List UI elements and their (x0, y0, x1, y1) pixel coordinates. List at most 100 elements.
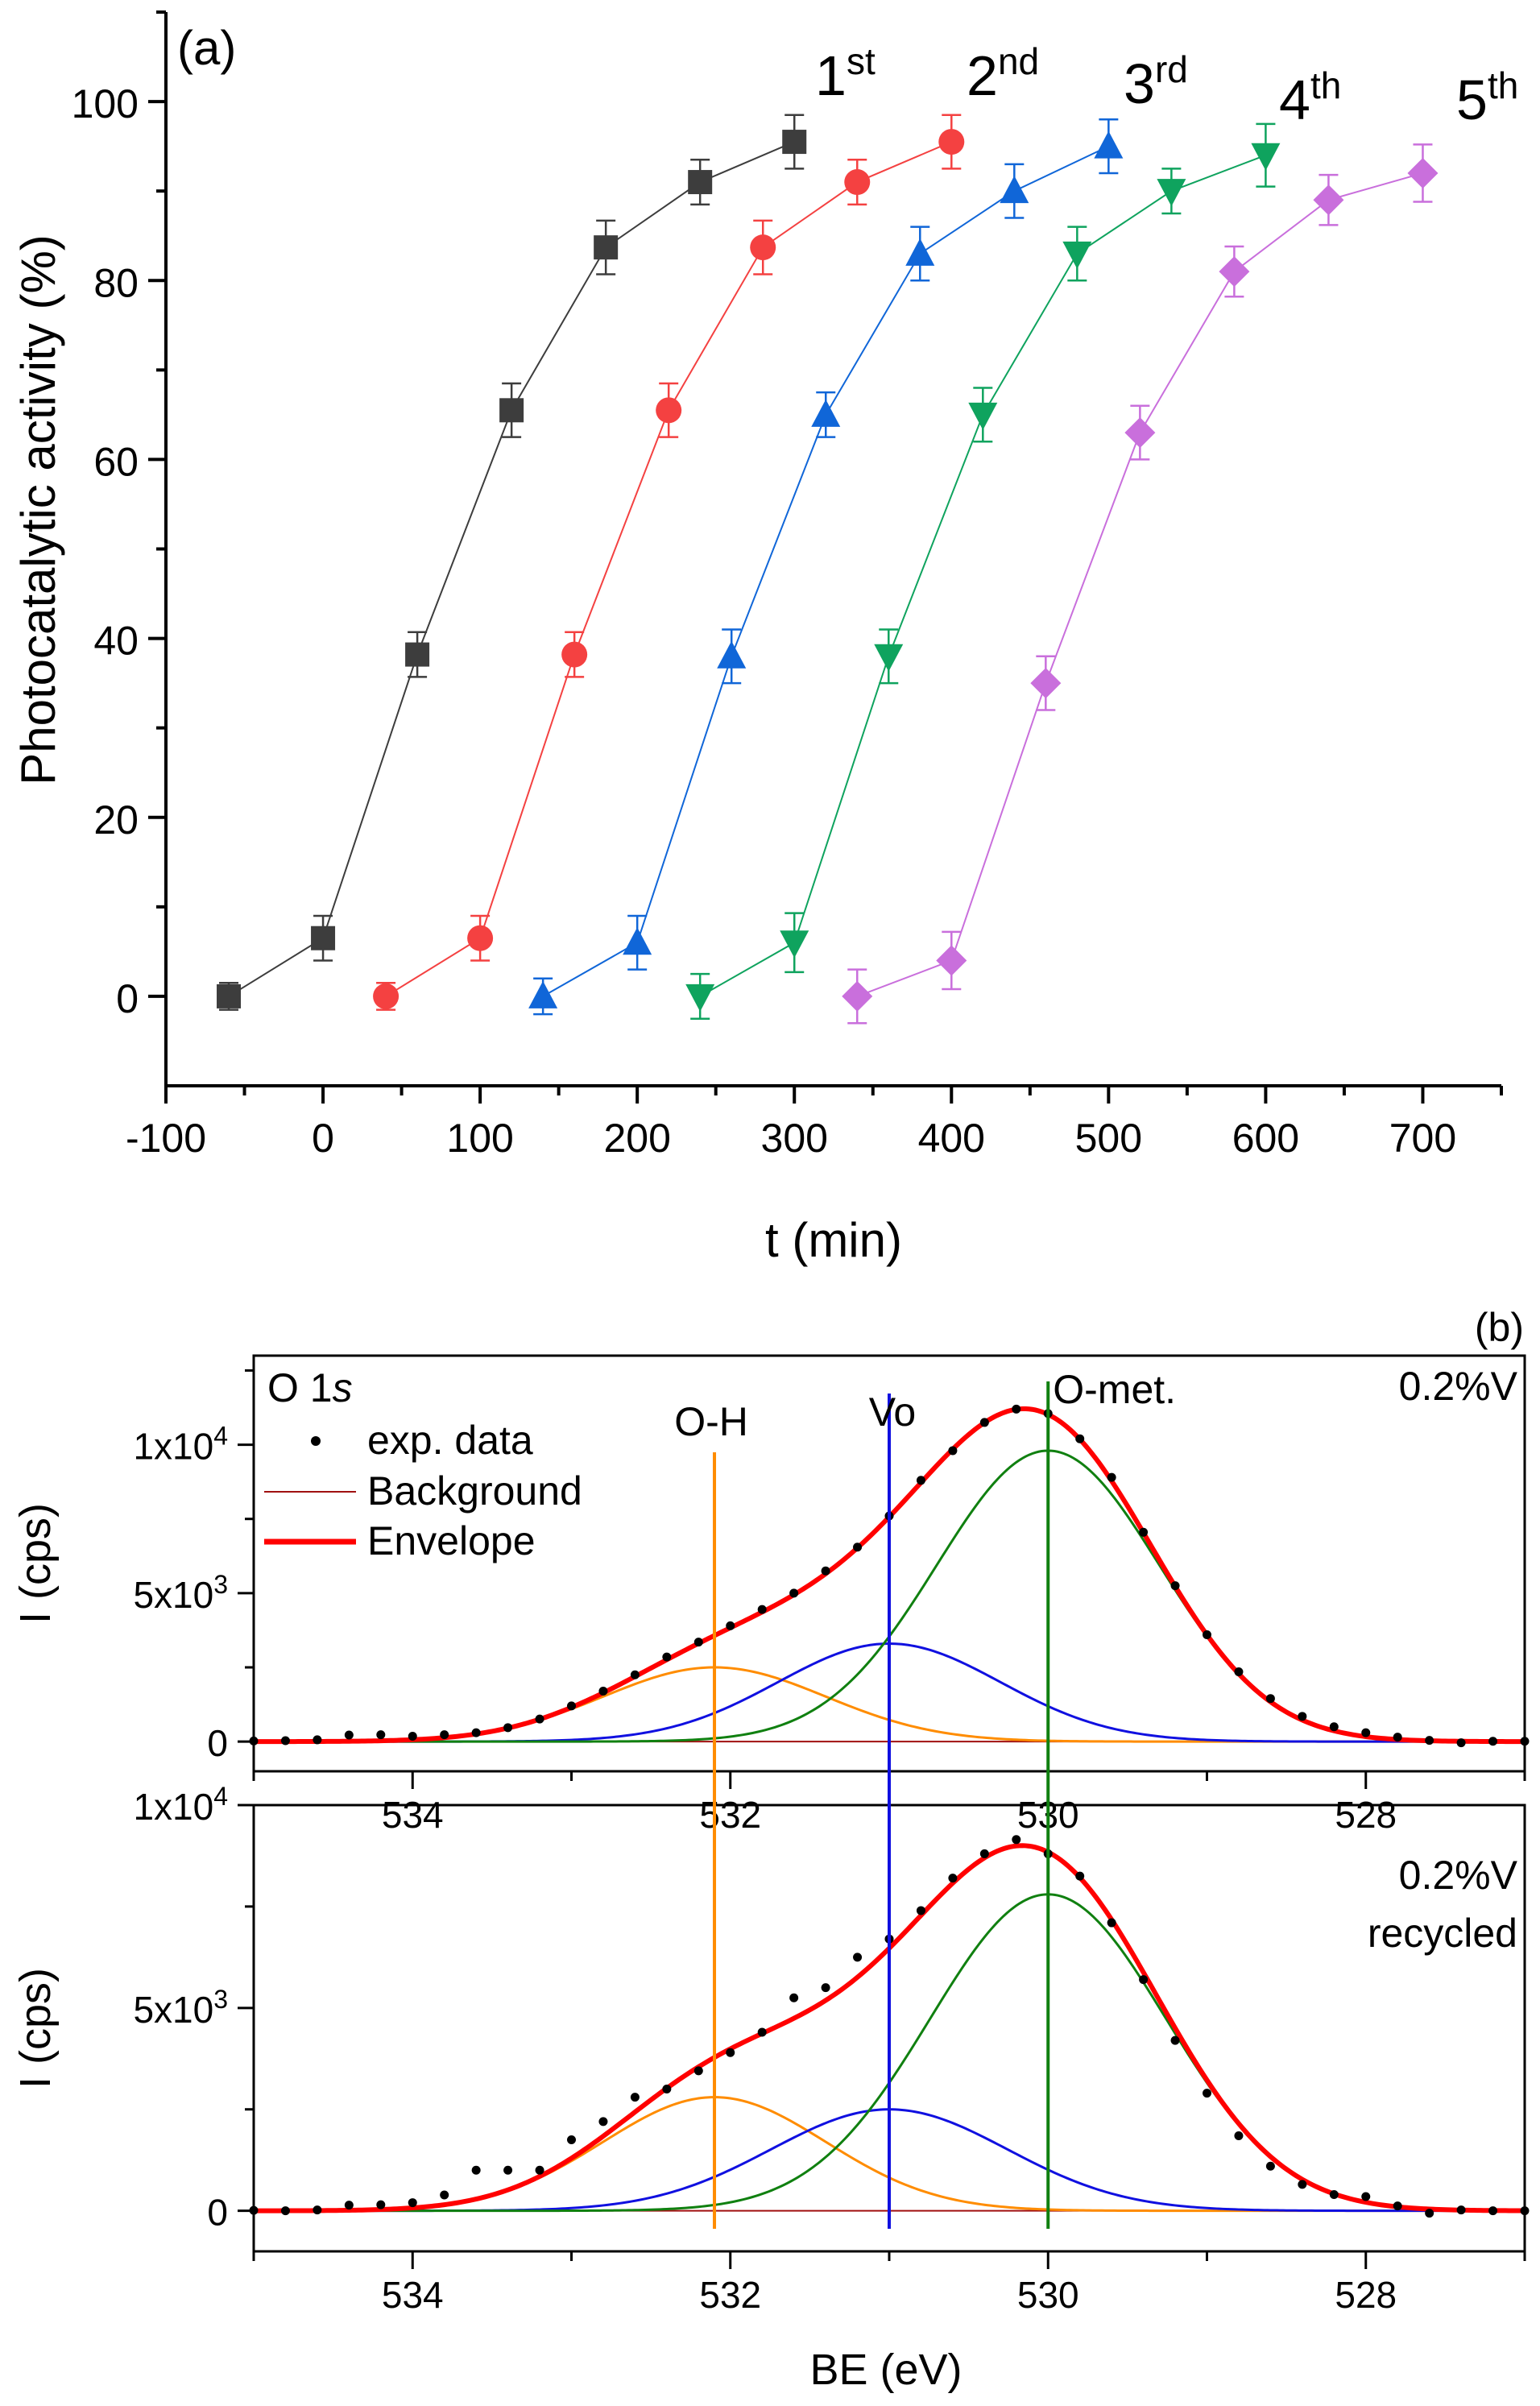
y-tick-label-sup: 4 (213, 1422, 228, 1451)
exp-data-point (1425, 2209, 1434, 2218)
exp-data-point (249, 1736, 259, 1745)
exp-data-point (313, 1735, 322, 1745)
exp-data-point (757, 2027, 767, 2037)
legend-exp-data-label: exp. data (367, 1418, 533, 1463)
cycle-label: 2nd (967, 40, 1039, 107)
y-tick-label: 5x103 (133, 1985, 228, 2031)
data-point-triangle-down (1157, 179, 1186, 207)
exp-data-point (280, 2206, 290, 2216)
cycle-label-base: 2 (967, 44, 998, 107)
exp-data-point (1425, 1736, 1434, 1745)
data-point-circle (656, 397, 682, 424)
y-tick-label-sup: 3 (213, 1570, 228, 1599)
x-tick-label: 0 (312, 1116, 334, 1161)
legend-background-label: Background (367, 1468, 582, 1514)
exp-data-point (853, 1953, 863, 1962)
data-point-diamond (1124, 417, 1156, 449)
data-point-square (499, 398, 524, 423)
exp-data-point (1520, 2206, 1530, 2216)
exp-data-point (916, 1476, 925, 1485)
x-tick-label: 534 (382, 1794, 444, 1836)
x-tick-label: 528 (1335, 1794, 1397, 1836)
y-tick-label-base: 5x10 (133, 1574, 213, 1616)
exp-data-point (1170, 1581, 1180, 1591)
exp-data-point (1139, 1975, 1149, 1985)
exp-data-point (789, 1993, 799, 2002)
cycle-label-sup: nd (998, 40, 1039, 82)
y-tick-label: 0 (207, 2192, 228, 2234)
cycle-label-sup: th (1310, 64, 1341, 106)
data-point-triangle-up (528, 980, 558, 1008)
data-point-triangle-down (1251, 143, 1281, 171)
panel-label: (b) (1475, 1305, 1524, 1350)
exp-data-point (757, 1605, 767, 1614)
data-point-circle (561, 641, 588, 668)
x-tick-label: 200 (603, 1116, 670, 1161)
data-point-square (594, 235, 619, 260)
exp-data-point (1520, 1737, 1530, 1746)
cycle-label-base: 4 (1279, 68, 1310, 131)
exp-data-point (1393, 1733, 1402, 1742)
data-point-triangle-up (1000, 176, 1029, 204)
exp-data-point (344, 2201, 354, 2210)
panel-label: (a) (177, 21, 236, 75)
x-tick-label: 300 (761, 1116, 828, 1161)
sample-label: 0.2%V (1399, 1853, 1518, 1898)
series-line (856, 172, 1423, 997)
exp-data-point (1488, 2206, 1498, 2216)
y-axis-title: I (cps) (11, 1968, 60, 2089)
title-italic: s (333, 1365, 353, 1410)
exp-data-point (948, 1446, 958, 1456)
exp-data-point (313, 2205, 322, 2215)
data-point-circle (467, 925, 494, 951)
exp-data-point (344, 1730, 354, 1740)
sample-label: 0.2%V (1399, 1364, 1518, 1409)
x-tick-label: -100 (126, 1116, 206, 1161)
exp-data-point (1361, 2192, 1371, 2201)
y-tick-label-sup: 4 (213, 1782, 228, 1811)
y-tick-label-base: 5x10 (133, 1989, 213, 2031)
exp-data-point (1265, 2161, 1275, 2171)
exp-data-point (1012, 1835, 1021, 1845)
y-tick-label-base: 0 (207, 1722, 228, 1764)
exp-data-point (1265, 1694, 1275, 1704)
x-tick-label: 100 (446, 1116, 513, 1161)
exp-data-point (1075, 1434, 1085, 1443)
xps-subplot-2: 534 532 530 528 0 5x103 1x104 I (cps) 0.2%V recyc… (11, 1782, 1530, 2316)
x-tick-label: 400 (918, 1116, 985, 1161)
data-point-circle (844, 169, 871, 196)
data-point-diamond (1030, 668, 1062, 699)
exp-data-point (662, 1652, 672, 1662)
exp-data-point (1298, 2180, 1307, 2189)
series-line (228, 141, 795, 997)
y-tick-label: 80 (93, 260, 139, 305)
exp-data-point (567, 1701, 576, 1711)
y-tick-label-sup: 3 (213, 1985, 228, 2014)
exp-data-point (535, 2165, 544, 2175)
exp-data-point (630, 1670, 640, 1679)
exp-data-point (1170, 2035, 1180, 2045)
exp-data-point (471, 2165, 481, 2175)
data-point-square (405, 642, 430, 667)
exp-data-point (1139, 1527, 1149, 1537)
exp-data-point (948, 1874, 958, 1883)
title-main: O 1 (267, 1365, 333, 1410)
cycle-label-sup: rd (1155, 48, 1188, 90)
y-tick-label-base: 0 (207, 2192, 228, 2234)
panel-a-photocatalytic-activity-chart: -100 0 100 200 300 400 500 600 700 0 20 40 60 80 100 t … (11, 10, 1518, 1267)
exp-data-point (1393, 2201, 1402, 2211)
exp-data-point (249, 2205, 259, 2215)
exp-data-point (662, 2085, 672, 2094)
y-tick-label: 40 (93, 619, 139, 664)
x-tick-label: 532 (699, 2274, 761, 2316)
legend-envelope-label: Envelope (367, 1518, 536, 1563)
series-1st (217, 114, 807, 1011)
data-point-triangle-down (1062, 241, 1092, 269)
exp-data-point (503, 2165, 513, 2175)
x-tick-label: 532 (699, 1794, 761, 1836)
y-tick-label: 20 (93, 797, 139, 843)
exp-data-point (280, 1736, 290, 1745)
y-tick-label: 1x104 (133, 1782, 228, 1828)
